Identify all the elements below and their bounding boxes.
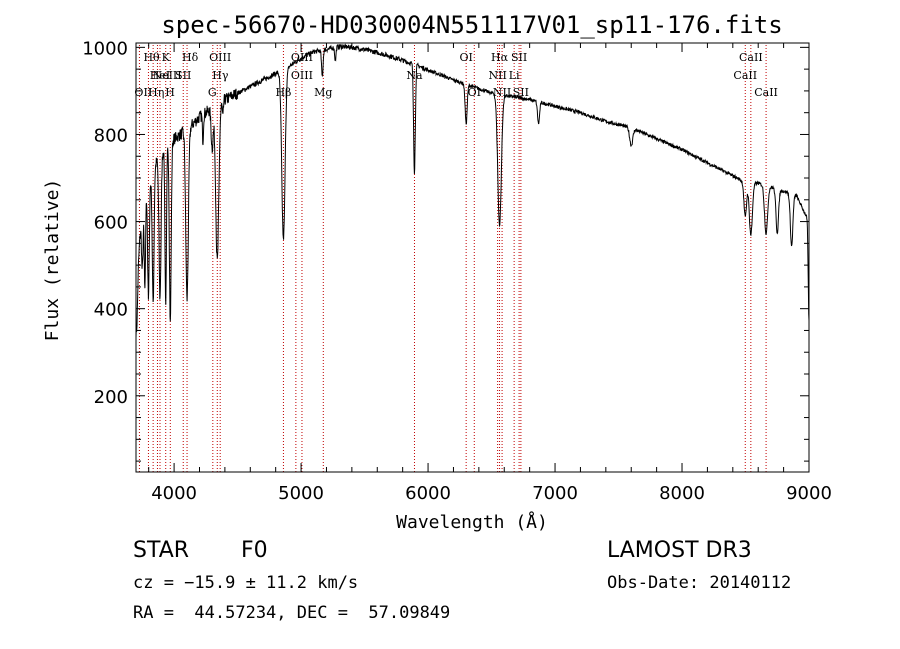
line-marker-label: Hδ bbox=[182, 51, 199, 64]
line-marker-label: OIII bbox=[291, 69, 313, 82]
object-class: STAR bbox=[133, 538, 190, 563]
object-subclass: F0 bbox=[241, 538, 268, 563]
x-tick-label: 8000 bbox=[659, 483, 705, 504]
x-tick-label: 7000 bbox=[532, 483, 578, 504]
y-tick-label: 800 bbox=[94, 125, 128, 146]
line-marker-label: OIII bbox=[209, 51, 231, 64]
line-marker-label: G bbox=[208, 86, 217, 99]
line-marker-label: SII bbox=[175, 69, 191, 82]
line-marker-label: SII bbox=[511, 51, 527, 64]
line-marker-label: H bbox=[165, 86, 175, 99]
line-marker-label: CaII bbox=[739, 51, 763, 64]
y-tick-label: 400 bbox=[94, 300, 128, 321]
x-axis-label: Wavelength (Å) bbox=[396, 511, 548, 533]
x-tick-label: 6000 bbox=[405, 483, 451, 504]
line-marker-label: Hα bbox=[491, 51, 509, 64]
line-marker-label: OI bbox=[459, 51, 472, 64]
line-marker-label: Hθ bbox=[143, 51, 160, 64]
line-marker-label: Li bbox=[509, 69, 520, 82]
line-marker-label: CaII bbox=[754, 86, 778, 99]
line-marker-label: CaII bbox=[733, 69, 757, 82]
y-tick-label: 600 bbox=[94, 213, 128, 234]
y-tick-label: 200 bbox=[94, 387, 128, 408]
line-marker-label: K bbox=[162, 51, 171, 64]
line-marker-label: SII bbox=[513, 86, 529, 99]
coordinates: RA = 44.57234, DEC = 57.09849 bbox=[133, 603, 451, 623]
x-tick-label: 9000 bbox=[786, 483, 832, 504]
spectrum-line bbox=[135, 43, 810, 338]
axis-ticks: 4000 5000 6000 7000 8000 9000 200 400 600 800 1000 bbox=[82, 38, 832, 504]
plot-frame bbox=[135, 42, 810, 473]
chart-title: spec-56670-HD030004N551117V01_sp11-176.f… bbox=[161, 11, 782, 39]
redshift-cz: cz = −15.9 ± 11.2 km/s bbox=[133, 573, 359, 593]
line-marker-label: OIII bbox=[291, 51, 313, 64]
observation-date: Obs-Date: 20140112 bbox=[607, 573, 792, 593]
survey-name: LAMOST DR3 bbox=[607, 538, 752, 563]
line-marker-label: Na bbox=[406, 69, 423, 82]
line-marker-labels: OIIHθHηNeIIIHeIKHSIIHδGHγOIIIHβOIIIOIIIM… bbox=[134, 51, 777, 99]
line-marker-label: HeI bbox=[150, 69, 170, 82]
line-marker-label: Mg bbox=[314, 86, 332, 99]
line-markers bbox=[138, 45, 767, 472]
line-marker-label: Hη bbox=[148, 86, 164, 99]
line-marker-label: Hγ bbox=[212, 69, 229, 82]
x-tick-label: 5000 bbox=[278, 483, 324, 504]
line-marker-label: NII bbox=[488, 69, 506, 82]
y-axis-label: Flux (relative) bbox=[42, 179, 63, 342]
x-tick-label: 4000 bbox=[151, 483, 197, 504]
line-marker-label: NeIII bbox=[152, 69, 181, 82]
line-marker-label: Hβ bbox=[275, 86, 291, 99]
line-marker-label: OII bbox=[134, 86, 152, 99]
line-marker-label: OI bbox=[468, 86, 481, 99]
y-tick-label: 1000 bbox=[82, 38, 128, 59]
line-marker-label: NII bbox=[493, 86, 511, 99]
